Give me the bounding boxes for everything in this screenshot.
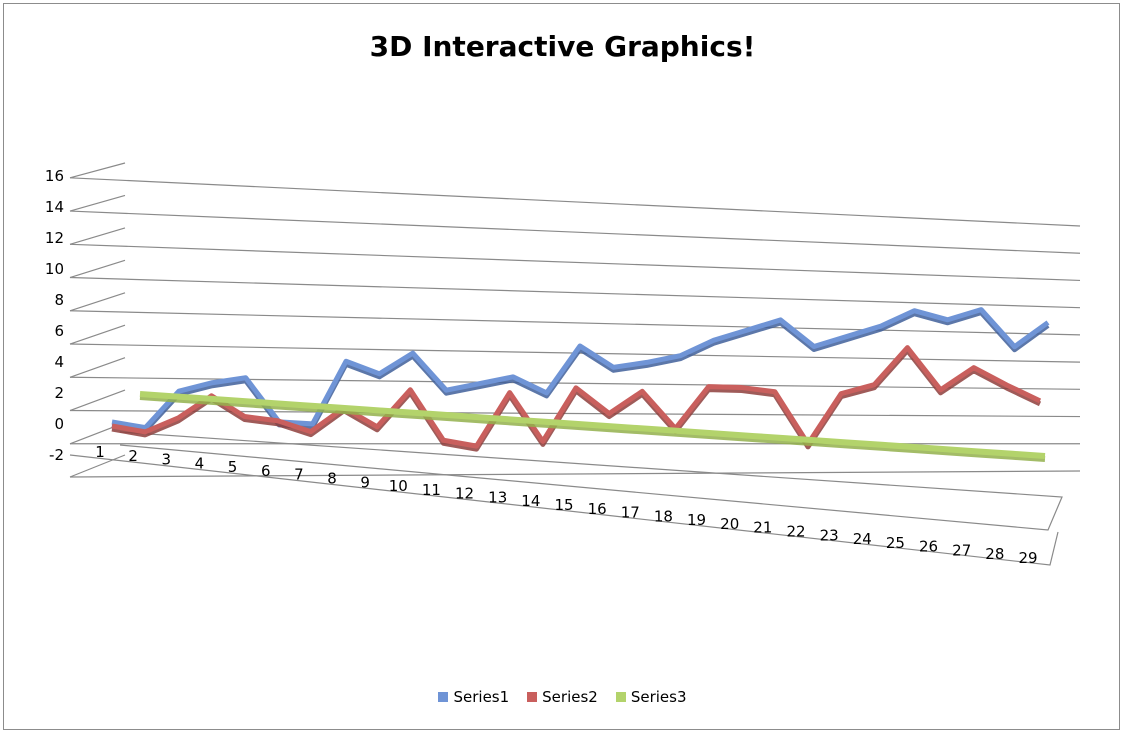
- x-tick-label: 23: [820, 526, 839, 544]
- grid-line: [69, 194, 126, 212]
- chart-frame: [3, 3, 1120, 730]
- y-axis-ticks: 16 14 12 10 8 6 4 2 0 -2: [45, 167, 64, 464]
- x-tick-label: 6: [261, 462, 271, 480]
- y-tick-label: 8: [54, 291, 64, 309]
- legend-item: Series1: [438, 688, 509, 706]
- series-line-2: [111, 345, 1042, 449]
- legend-item: Series2: [527, 688, 598, 706]
- legend-swatch: [615, 692, 626, 702]
- legend-swatch: [438, 692, 449, 702]
- grid-line: [69, 177, 1081, 227]
- y-tick-label: 12: [45, 229, 64, 247]
- grid-line: [69, 389, 126, 412]
- x-tick-label: 4: [195, 454, 205, 472]
- x-tick-label: 12: [455, 485, 474, 503]
- grid-line: [69, 310, 1081, 336]
- legend-label: Series1: [453, 688, 510, 706]
- grid-line: [69, 409, 1081, 418]
- x-tick-label: 20: [720, 515, 739, 533]
- legend-label: Series3: [630, 688, 687, 706]
- x-tick-label: 8: [327, 470, 337, 488]
- x-tick-label: 15: [554, 496, 573, 514]
- x-tick-label: 14: [521, 492, 540, 510]
- floor-edge: [69, 454, 1059, 566]
- series-line-1: [111, 307, 1050, 431]
- x-tick-label: 28: [985, 545, 1004, 563]
- grid-line: [69, 292, 126, 312]
- grid-line: [69, 454, 126, 478]
- y-tick-label: 14: [45, 198, 64, 216]
- x-tick-label: 10: [389, 477, 408, 495]
- x-tick-label: 21: [753, 519, 772, 537]
- grid-line: [69, 227, 126, 245]
- chart-title: 3D Interactive Graphics!: [369, 30, 756, 63]
- x-tick-label: 5: [228, 458, 238, 476]
- x-tick-label: 18: [654, 507, 673, 525]
- grid-line: [69, 276, 1081, 309]
- x-tick-label: 9: [360, 473, 370, 491]
- x-tick-label: 1: [95, 443, 105, 461]
- x-tick-label: 27: [952, 541, 971, 559]
- x-tick-label: 22: [786, 523, 805, 541]
- y-tick-label: -2: [49, 446, 64, 464]
- grid-lines: [69, 162, 1081, 566]
- y-tick-label: 16: [45, 167, 64, 185]
- x-tick-label: 16: [588, 500, 607, 518]
- x-tick-label: 26: [919, 538, 938, 556]
- legend: Series1 Series2 Series3: [0, 688, 1125, 706]
- x-tick-label: 11: [422, 481, 441, 499]
- y-tick-label: 10: [45, 260, 64, 278]
- x-tick-label: 2: [128, 447, 138, 465]
- x-tick-label: 7: [294, 466, 304, 484]
- grid-line: [69, 470, 1081, 478]
- grid-line: [69, 357, 126, 378]
- legend-label: Series2: [542, 688, 598, 706]
- floor-edge: [119, 431, 1063, 531]
- x-tick-label: 3: [162, 451, 172, 469]
- grid-line: [69, 259, 126, 279]
- y-tick-label: 4: [54, 353, 64, 371]
- grid-line: [69, 162, 126, 179]
- series-lines: [111, 307, 1050, 462]
- x-tick-label: 13: [488, 488, 507, 506]
- y-tick-label: 2: [54, 384, 64, 402]
- x-tick-label: 25: [886, 534, 905, 552]
- grid-line: [69, 243, 1081, 282]
- x-tick-label: 29: [1018, 549, 1037, 567]
- legend-item: Series3: [615, 688, 687, 706]
- legend-swatch: [527, 692, 538, 702]
- x-axis-ticks: 1 2 3 4 5 6 7 8 9 10 11 12 13 14 15 16 17 18 19 20 21 22 23 24 2…: [95, 443, 1037, 567]
- y-tick-label: 0: [54, 415, 64, 433]
- x-tick-label: 19: [687, 511, 706, 529]
- x-tick-label: 24: [853, 530, 872, 548]
- grid-line: [69, 210, 1081, 254]
- y-tick-label: 6: [54, 322, 64, 340]
- x-tick-label: 17: [621, 504, 640, 522]
- grid-line: [69, 324, 126, 345]
